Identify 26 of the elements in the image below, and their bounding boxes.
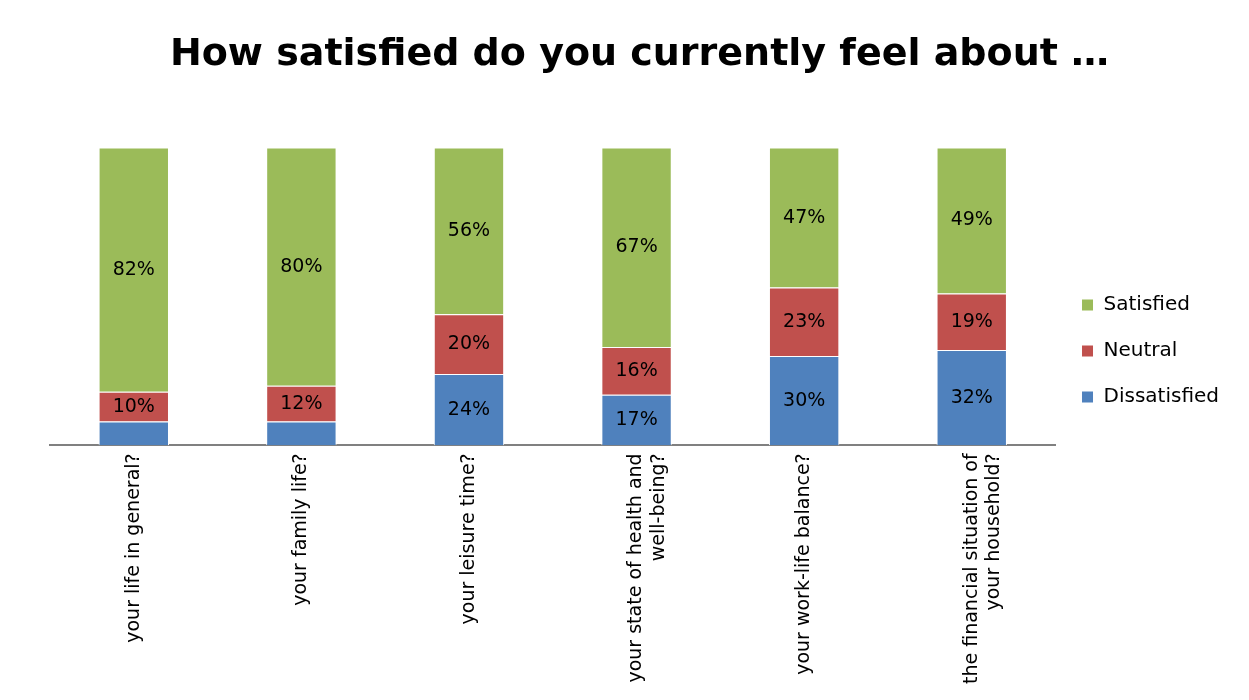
data-label: 49% [950,207,993,230]
x-tick-label: your life in general? [120,453,143,643]
data-label: 80% [280,253,323,276]
data-label: 47% [783,204,826,227]
data-label: 20% [447,331,491,354]
data-label: 32% [950,384,993,407]
data-label: 30% [783,387,826,410]
data-label: 10% [112,393,155,416]
data-label: 82% [112,256,155,279]
data-label: 23% [783,308,826,331]
x-tick-label: the financial situation of your household? [958,452,1004,685]
data-label: 12% [280,390,323,413]
chart-title: How satisfied do you currently feel about … [169,29,1110,74]
legend-label: Satisfied [1103,291,1190,316]
data-label: 67% [615,234,658,257]
x-tick-label: your work-life balance? [791,453,814,675]
data-label: 56% [447,217,491,240]
data-label: 17% [615,406,658,429]
data-label: 19% [950,308,993,331]
x-tick-label: your family life? [288,453,311,606]
legend-label: Neutral [1103,337,1178,362]
legend-label: Dissatisfied [1103,383,1219,408]
x-tick-label: your state of health and well-being? [623,453,669,683]
data-label: 24% [447,396,491,419]
data-label: 16% [615,357,658,380]
x-tick-label: your leisure time? [455,453,478,625]
